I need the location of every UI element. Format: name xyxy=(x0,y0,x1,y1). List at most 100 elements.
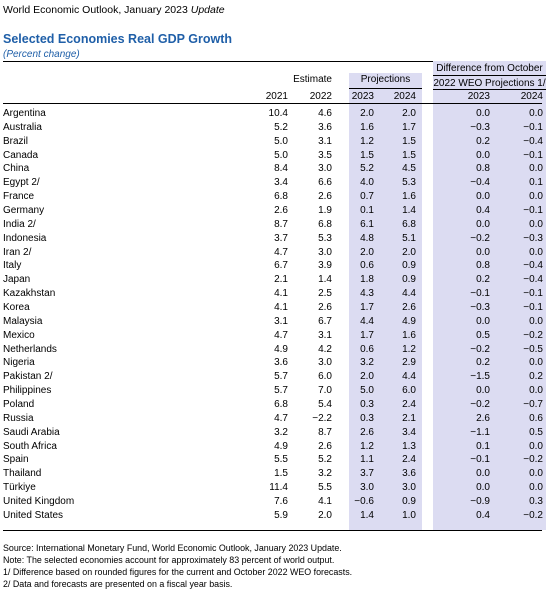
table-row: Thailand 1.5 3.2 3.7 3.6 0.0 0.0 xyxy=(0,467,546,481)
proj-2023-cell: 0.6 xyxy=(360,260,374,272)
country-name: Argentina xyxy=(3,108,46,119)
difference-shading xyxy=(433,61,546,530)
diff-2023-cell: −1.1 xyxy=(470,426,490,438)
value-2022-cell: 2.6 xyxy=(318,191,332,203)
value-2021-cell: 3.4 xyxy=(274,177,288,189)
diff-2023-cell: 0.0 xyxy=(476,315,490,327)
diff-2024-cell: 0.0 xyxy=(529,315,543,327)
value-2021-cell: 5.0 xyxy=(274,149,288,161)
proj-2024-cell: 3.6 xyxy=(402,468,416,480)
proj-2024-cell: 1.6 xyxy=(402,191,416,203)
value-2022-cell: 6.8 xyxy=(318,218,332,230)
country-name: Netherlands xyxy=(3,343,57,355)
table-row: Netherlands 4.9 4.2 0.6 1.2 −0.2 −0.5 xyxy=(0,343,546,357)
country-name: Malaysia xyxy=(3,315,43,327)
proj-2024-cell: 4.5 xyxy=(402,163,416,175)
year-header-proj-2024: 2024 xyxy=(393,91,416,102)
year-header-diff-2023: 2023 xyxy=(467,91,490,102)
proj-2024-cell: 2.6 xyxy=(402,302,416,314)
table-row: Pakistan 2/5.7 6.0 2.0 4.4 −1.5 0.2 xyxy=(0,370,546,384)
country-name: United States xyxy=(3,509,64,521)
proj-2024-cell: 1.3 xyxy=(402,440,416,452)
proj-2023-cell: 4.3 xyxy=(360,288,374,300)
value-2022-cell: 2.6 xyxy=(318,302,332,314)
value-2021-cell: 3.1 xyxy=(274,315,288,327)
proj-2023-cell: 4.8 xyxy=(360,232,374,244)
table-row: United States 5.9 2.0 1.4 1.0 0.4 −0.2 xyxy=(0,509,546,523)
value-2021-cell: 4.7 xyxy=(274,329,288,341)
table-row: Canada 5.0 3.5 1.5 1.5 0.0 −0.1 xyxy=(0,149,546,163)
value-2022-cell: 3.1 xyxy=(318,329,332,341)
value-2021-cell: 3.2 xyxy=(274,426,288,438)
diff-2024-cell: 0.0 xyxy=(529,482,543,494)
proj-2023-cell: 4.4 xyxy=(360,315,374,327)
country-name: Spain xyxy=(3,454,29,466)
table-row: South Africa 4.9 2.6 1.2 1.3 0.1 0.0 xyxy=(0,440,546,454)
proj-2024-cell: 6.0 xyxy=(402,385,416,397)
diff-2024-cell: 0.6 xyxy=(529,412,543,424)
proj-2023-cell: 2.0 xyxy=(360,108,374,119)
table-row: Malaysia 3.1 6.7 4.4 4.9 0.0 0.0 xyxy=(0,315,546,329)
proj-2023-cell: 1.8 xyxy=(360,274,374,286)
proj-2023-cell: 0.7 xyxy=(360,191,374,203)
proj-2023-cell: 5.2 xyxy=(360,163,374,175)
diff-2023-cell: −0.3 xyxy=(470,302,490,314)
document-title: World Economic Outlook, January 2023 Upd… xyxy=(3,4,225,16)
proj-2024-cell: 4.4 xyxy=(402,371,416,383)
proj-2024-cell: 3.0 xyxy=(402,482,416,494)
diff-2024-cell: 0.2 xyxy=(529,371,543,383)
table-row: Brazil 5.0 3.1 1.2 1.5 0.2 −0.4 xyxy=(0,135,546,149)
diff-2024-cell: −0.4 xyxy=(523,135,543,147)
diff-2023-cell: −0.4 xyxy=(470,177,490,189)
document-title-italic: Update xyxy=(190,4,225,16)
proj-2023-cell: 3.2 xyxy=(360,357,374,369)
proj-2023-cell: 4.0 xyxy=(360,177,374,189)
diff-2024-cell: 0.0 xyxy=(529,440,543,452)
diff-2024-cell: −0.1 xyxy=(523,205,543,217)
diff-2023-cell: −0.1 xyxy=(470,288,490,300)
proj-2023-cell: 0.1 xyxy=(360,205,374,217)
table-row: Nigeria 3.6 3.0 3.2 2.9 0.2 0.0 xyxy=(0,356,546,370)
value-2021-cell: 4.7 xyxy=(274,246,288,258)
difference-header-line1: Difference from October xyxy=(436,63,543,74)
difference-rule xyxy=(433,75,546,76)
country-name: Brazil xyxy=(3,135,29,147)
value-2022-cell: 3.5 xyxy=(318,149,332,161)
value-2022-cell: 4.2 xyxy=(318,343,332,355)
coverage-note: Note: The selected economies account for… xyxy=(3,555,335,565)
proj-2023-cell: 1.5 xyxy=(360,149,374,161)
country-name: Pakistan 2/ xyxy=(3,371,53,383)
diff-2023-cell: 0.2 xyxy=(476,357,490,369)
country-name: Saudi Arabia xyxy=(3,426,60,438)
value-2021-cell: 4.1 xyxy=(274,302,288,314)
proj-2023-cell: 1.2 xyxy=(360,440,374,452)
value-2022-cell: 3.0 xyxy=(318,357,332,369)
value-2022-cell: 3.6 xyxy=(318,121,332,133)
year-header-2022: 2022 xyxy=(309,91,332,102)
value-2022-cell: 7.0 xyxy=(318,385,332,397)
proj-2024-cell: 4.9 xyxy=(402,315,416,327)
diff-2023-cell: 0.0 xyxy=(476,108,490,119)
value-2021-cell: 3.6 xyxy=(274,357,288,369)
proj-2023-cell: 0.6 xyxy=(360,343,374,355)
value-2021-cell: 2.6 xyxy=(274,205,288,217)
value-2022-cell: 2.5 xyxy=(318,288,332,300)
value-2021-cell: 11.4 xyxy=(269,482,288,494)
table-row: Poland 6.8 5.4 0.3 2.4 −0.2 −0.7 xyxy=(0,398,546,412)
proj-2024-cell: 1.7 xyxy=(402,121,416,133)
diff-2024-cell: −0.2 xyxy=(523,329,543,341)
value-2021-cell: 4.1 xyxy=(274,288,288,300)
value-2022-cell: 4.1 xyxy=(318,496,332,508)
header-bottom-rule xyxy=(3,103,542,104)
proj-2024-cell: 5.3 xyxy=(402,177,416,189)
diff-2024-cell: −0.4 xyxy=(523,260,543,272)
value-2021-cell: 6.8 xyxy=(274,399,288,411)
proj-2024-cell: 1.5 xyxy=(402,135,416,147)
diff-2024-cell: −0.2 xyxy=(523,509,543,521)
diff-2024-cell: −0.3 xyxy=(523,232,543,244)
proj-2023-cell: 2.0 xyxy=(360,246,374,258)
source-note: Source: International Monetary Fund, Wor… xyxy=(3,543,342,553)
country-name: South Africa xyxy=(3,440,57,452)
proj-2023-cell: 3.7 xyxy=(360,468,374,480)
value-2022-cell: 3.0 xyxy=(318,246,332,258)
